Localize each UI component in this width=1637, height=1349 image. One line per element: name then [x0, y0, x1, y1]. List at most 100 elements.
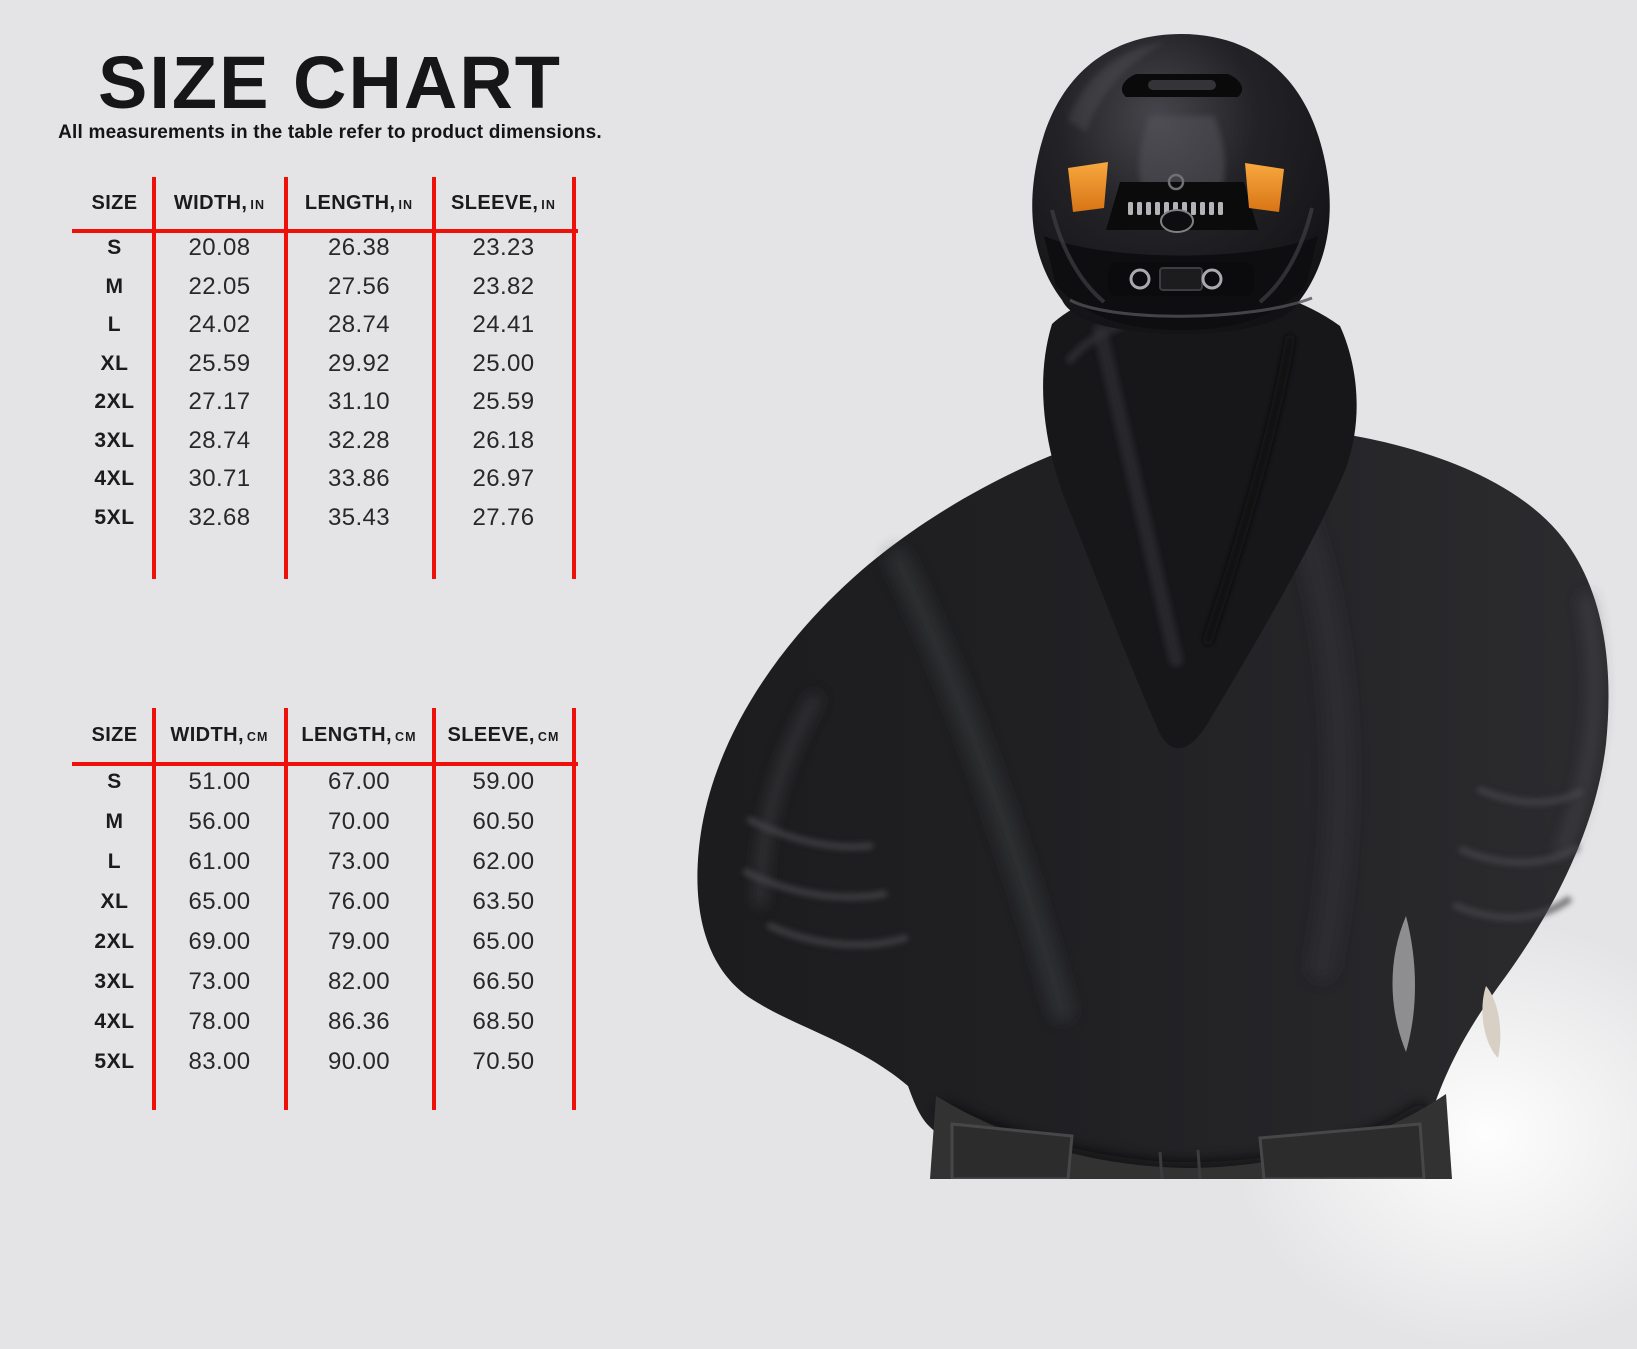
sleeve-value: 68.50 [472, 1008, 535, 1035]
table-divider [432, 708, 436, 1110]
hooded-man-with-helmet-illustration [697, 34, 1609, 1181]
length-value: 82.00 [327, 968, 391, 995]
size-label: 3XL [94, 970, 135, 993]
header-rule [72, 229, 578, 233]
sleeve-value: 25.59 [472, 388, 535, 416]
column-header-size: SIZE [91, 191, 138, 214]
sleeve-value: 62.00 [472, 848, 535, 875]
length-value: 70.00 [327, 808, 391, 835]
width-value: 24.02 [188, 311, 251, 339]
table-row: M 22.05 27.56 23.82 [75, 268, 578, 307]
table-row: M 56.00 70.00 60.50 [75, 802, 578, 842]
column-header-length: LENGTH, IN [304, 191, 414, 214]
table-divider [152, 708, 156, 1110]
sleeve-value: 26.18 [472, 426, 535, 454]
width-value: 83.00 [188, 1048, 251, 1075]
length-value: 27.56 [327, 272, 391, 300]
column-header-sleeve: SLEEVE, IN [451, 191, 556, 214]
column-header-length: LENGTH, CM [301, 723, 417, 746]
length-value: 32.28 [327, 426, 391, 454]
sleeve-value: 26.97 [472, 465, 535, 493]
size-label: XL [100, 890, 129, 913]
length-value: 28.74 [327, 311, 391, 339]
width-value: 27.17 [188, 388, 251, 416]
length-value: 35.43 [327, 503, 391, 531]
width-value: 61.00 [188, 848, 251, 875]
sleeve-value: 25.00 [472, 349, 535, 377]
header-rule [72, 762, 578, 766]
table-header-row: SIZE WIDTH, IN LENGTH, IN SLEEVE, IN [75, 177, 578, 229]
helmet [1032, 34, 1330, 334]
sleeve-value: 70.50 [472, 1048, 535, 1075]
length-value: 33.86 [327, 465, 391, 493]
table-row: 3XL 28.74 32.28 26.18 [75, 422, 578, 461]
size-label: 2XL [94, 930, 135, 953]
size-label: L [107, 313, 122, 337]
size-label: XL [100, 351, 129, 375]
table-row: XL 65.00 76.00 63.50 [75, 882, 578, 922]
table-row: 4XL 78.00 86.36 68.50 [75, 1002, 578, 1042]
size-label: 5XL [94, 1050, 135, 1073]
width-value: 28.74 [188, 426, 251, 454]
glove-sliver [1482, 986, 1501, 1058]
size-table-inches: SIZE WIDTH, IN LENGTH, IN SLEEVE, IN S 20.0… [72, 177, 578, 579]
table-row: XL 25.59 29.92 25.00 [75, 345, 578, 384]
length-value: 73.00 [327, 848, 391, 875]
width-value: 56.00 [188, 808, 251, 835]
size-label: L [107, 850, 122, 873]
length-value: 26.38 [327, 234, 391, 262]
jeans [930, 1094, 1452, 1181]
width-value: 69.00 [188, 928, 251, 955]
table-row: S 51.00 67.00 59.00 [75, 762, 578, 802]
length-value: 67.00 [327, 768, 391, 795]
table-row: 3XL 73.00 82.00 66.50 [75, 962, 578, 1002]
reflector-left [1068, 162, 1108, 212]
table-divider [284, 708, 288, 1110]
sleeve-value: 23.23 [472, 234, 535, 262]
table-body: S 20.08 26.38 23.23 M 22.05 27.56 23.82 … [75, 229, 578, 537]
width-value: 65.00 [188, 888, 251, 915]
sleeve-value: 23.82 [472, 272, 535, 300]
size-label: S [107, 770, 122, 793]
reflector-right [1245, 163, 1284, 212]
size-label: 4XL [94, 1010, 135, 1033]
table-row: 2XL 69.00 79.00 65.00 [75, 922, 578, 962]
table-row: L 61.00 73.00 62.00 [75, 842, 578, 882]
column-header-width: WIDTH, IN [173, 191, 266, 214]
size-label: 4XL [94, 467, 135, 491]
size-label: 5XL [94, 505, 135, 529]
table-divider [284, 177, 288, 579]
width-value: 73.00 [188, 968, 251, 995]
column-header-size: SIZE [91, 723, 138, 746]
size-label: 2XL [94, 390, 135, 414]
size-table-cm: SIZE WIDTH, CM LENGTH, CM SLEEVE, CM S 51.0… [72, 708, 578, 1110]
width-value: 32.68 [188, 503, 251, 531]
page-title: SIZE CHART [98, 41, 562, 124]
arm-gap [1392, 916, 1415, 1052]
product-photo [600, 0, 1637, 1181]
width-value: 22.05 [188, 272, 251, 300]
width-value: 78.00 [188, 1008, 251, 1035]
table-row: 4XL 30.71 33.86 26.97 [75, 460, 578, 499]
table-divider [572, 177, 576, 579]
width-value: 51.00 [188, 768, 251, 795]
size-chart-panel: SIZE CHART All measurements in the table… [0, 0, 660, 1179]
sleeve-value: 27.76 [472, 503, 535, 531]
sleeve-value: 24.41 [472, 311, 535, 339]
table-row: 2XL 27.17 31.10 25.59 [75, 383, 578, 422]
column-header-sleeve: SLEEVE, CM [447, 723, 560, 746]
column-header-width: WIDTH, CM [170, 723, 269, 746]
table-header-row: SIZE WIDTH, CM LENGTH, CM SLEEVE, CM [75, 708, 578, 762]
helmet-emblem [1160, 209, 1194, 233]
sleeve-value: 59.00 [472, 768, 535, 795]
table-row: L 24.02 28.74 24.41 [75, 306, 578, 345]
table-row: 5XL 32.68 35.43 27.76 [75, 499, 578, 538]
width-value: 20.08 [188, 234, 251, 262]
size-label: M [105, 274, 124, 298]
page-subtitle: All measurements in the table refer to p… [58, 122, 602, 143]
table-divider [432, 177, 436, 579]
sleeve-value: 60.50 [472, 808, 535, 835]
table-divider [572, 708, 576, 1110]
width-value: 25.59 [188, 349, 251, 377]
